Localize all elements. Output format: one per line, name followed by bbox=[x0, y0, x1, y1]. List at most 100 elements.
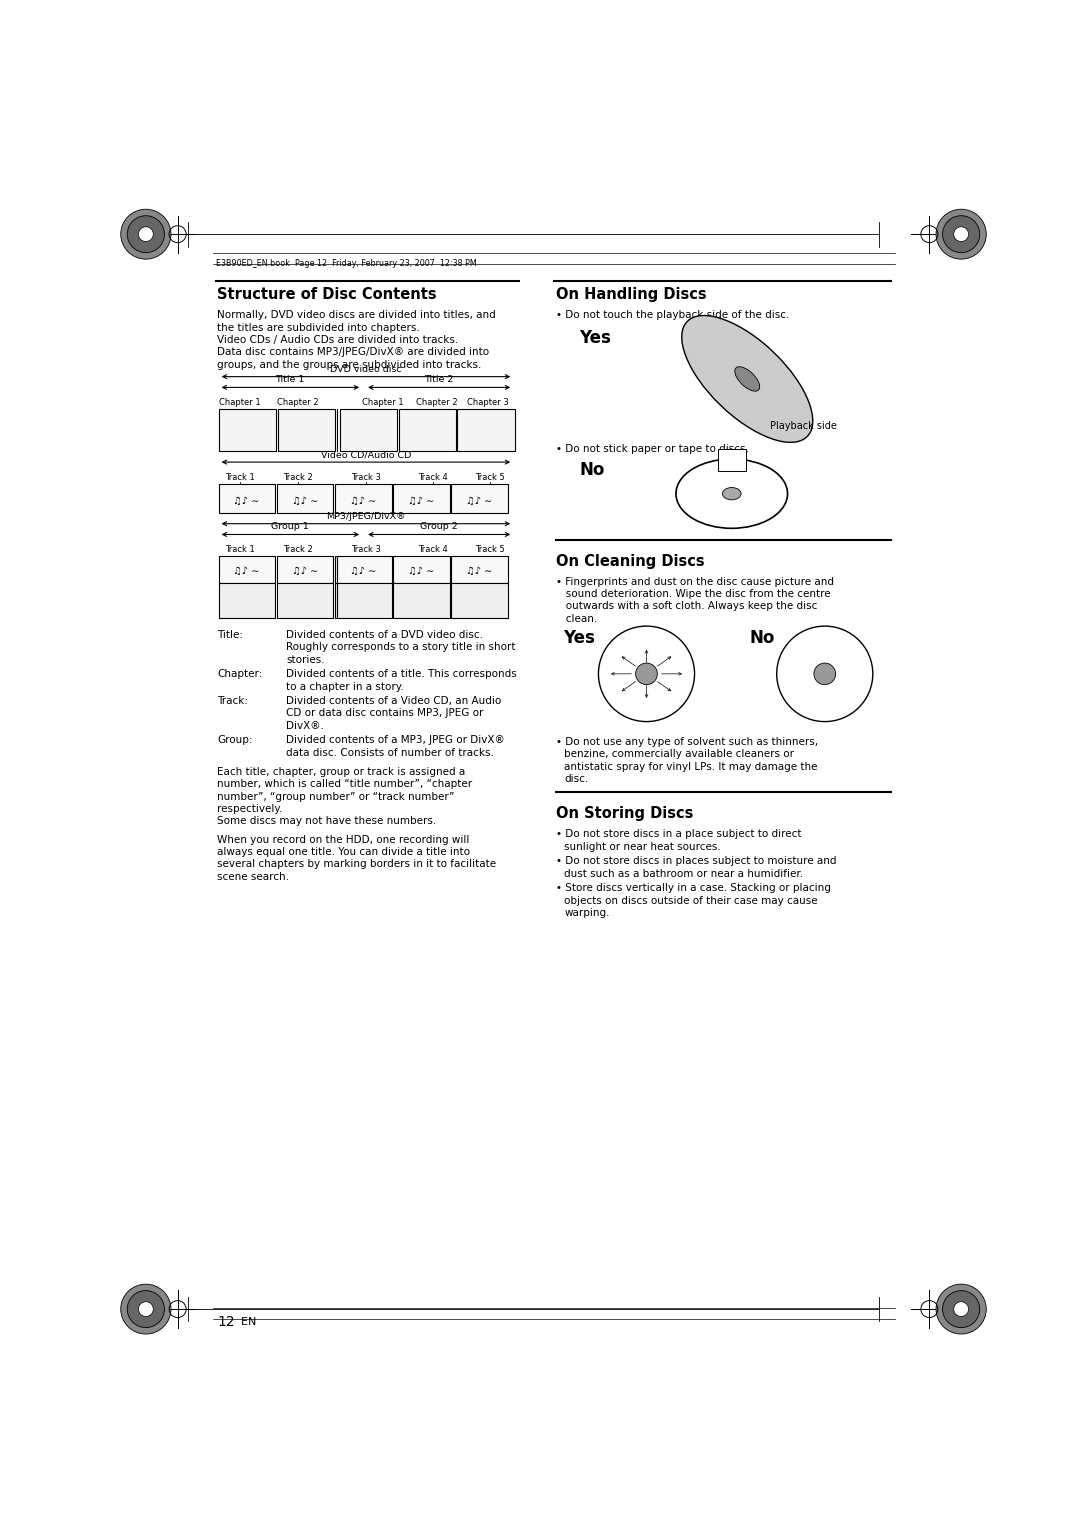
Text: antistatic spray for vinyl LPs. It may damage the: antistatic spray for vinyl LPs. It may d… bbox=[565, 761, 818, 772]
Bar bbox=[451, 484, 508, 513]
Bar bbox=[393, 584, 449, 617]
Text: CD or data disc contains MP3, JPEG or: CD or data disc contains MP3, JPEG or bbox=[286, 709, 484, 718]
Text: Title 1: Title 1 bbox=[275, 376, 305, 385]
Text: MP3/JPEG/DivX®: MP3/JPEG/DivX® bbox=[326, 512, 406, 521]
Ellipse shape bbox=[936, 209, 986, 260]
Ellipse shape bbox=[734, 367, 759, 391]
Ellipse shape bbox=[121, 209, 171, 260]
Text: Roughly corresponds to a story title in short: Roughly corresponds to a story title in … bbox=[286, 642, 515, 652]
Text: Data disc contains MP3/JPEG/DivX® are divided into: Data disc contains MP3/JPEG/DivX® are di… bbox=[217, 347, 489, 358]
Bar bbox=[218, 556, 275, 584]
Ellipse shape bbox=[723, 487, 741, 500]
Ellipse shape bbox=[777, 626, 873, 721]
Text: outwards with a soft cloth. Always keep the disc: outwards with a soft cloth. Always keep … bbox=[556, 602, 818, 611]
Text: Track 1: Track 1 bbox=[225, 545, 255, 555]
Bar bbox=[451, 584, 508, 617]
Text: sunlight or near heat sources.: sunlight or near heat sources. bbox=[565, 842, 721, 851]
Text: DVD video disc: DVD video disc bbox=[330, 365, 402, 373]
Bar bbox=[718, 449, 745, 471]
Text: Track:: Track: bbox=[217, 697, 248, 706]
Text: When you record on the HDD, one recording will: When you record on the HDD, one recordin… bbox=[217, 834, 470, 845]
Text: • Do not store discs in places subject to moisture and: • Do not store discs in places subject t… bbox=[556, 856, 836, 866]
Bar bbox=[335, 556, 392, 584]
Text: Divided contents of a MP3, JPEG or DivX®: Divided contents of a MP3, JPEG or DivX® bbox=[286, 735, 504, 746]
Text: disc.: disc. bbox=[565, 775, 589, 784]
Text: • Fingerprints and dust on the disc cause picture and: • Fingerprints and dust on the disc caus… bbox=[556, 578, 834, 587]
Text: Divided contents of a Video CD, an Audio: Divided contents of a Video CD, an Audio bbox=[286, 697, 501, 706]
Text: Track 5: Track 5 bbox=[475, 472, 504, 481]
Text: data disc. Consists of number of tracks.: data disc. Consists of number of tracks. bbox=[286, 747, 494, 758]
Text: Divided contents of a title. This corresponds: Divided contents of a title. This corres… bbox=[286, 669, 517, 680]
Text: ♫♪ ∼: ♫♪ ∼ bbox=[350, 567, 376, 576]
Text: Chapter 2: Chapter 2 bbox=[417, 399, 458, 406]
Text: No: No bbox=[750, 630, 775, 648]
Text: Track 5: Track 5 bbox=[475, 545, 504, 555]
Ellipse shape bbox=[936, 1284, 986, 1334]
Text: On Handling Discs: On Handling Discs bbox=[556, 287, 706, 303]
Text: ♫♪ ∼: ♫♪ ∼ bbox=[350, 495, 376, 506]
Text: Chapter 1: Chapter 1 bbox=[219, 399, 260, 406]
Text: stories.: stories. bbox=[286, 654, 325, 665]
Text: the titles are subdivided into chapters.: the titles are subdivided into chapters. bbox=[217, 322, 420, 333]
Text: • Do not store discs in a place subject to direct: • Do not store discs in a place subject … bbox=[556, 830, 801, 839]
Ellipse shape bbox=[138, 226, 153, 241]
Text: • Do not touch the playback side of the disc.: • Do not touch the playback side of the … bbox=[556, 310, 789, 321]
Text: ♫♪ ∼: ♫♪ ∼ bbox=[408, 567, 434, 576]
Text: Yes: Yes bbox=[579, 329, 611, 347]
Bar bbox=[278, 410, 335, 451]
Ellipse shape bbox=[598, 626, 694, 721]
Text: Track 3: Track 3 bbox=[351, 472, 381, 481]
Text: No: No bbox=[579, 461, 605, 480]
Text: dust such as a bathroom or near a humidifier.: dust such as a bathroom or near a humidi… bbox=[565, 868, 804, 879]
Text: On Storing Discs: On Storing Discs bbox=[556, 807, 693, 821]
Text: Group 1: Group 1 bbox=[271, 523, 309, 532]
Bar bbox=[451, 556, 508, 584]
Text: Divided contents of a DVD video disc.: Divided contents of a DVD video disc. bbox=[286, 630, 483, 640]
Text: number, which is called “title number”, “chapter: number, which is called “title number”, … bbox=[217, 779, 472, 790]
Ellipse shape bbox=[121, 1284, 171, 1334]
Bar bbox=[339, 410, 397, 451]
Bar bbox=[218, 410, 276, 451]
Bar bbox=[393, 484, 449, 513]
Bar bbox=[276, 584, 334, 617]
Bar bbox=[458, 410, 515, 451]
Text: Group 2: Group 2 bbox=[420, 523, 458, 532]
Text: Chapter 3: Chapter 3 bbox=[467, 399, 509, 406]
Text: objects on discs outside of their case may cause: objects on discs outside of their case m… bbox=[565, 895, 818, 906]
Text: Chapter 2: Chapter 2 bbox=[276, 399, 319, 406]
Text: to a chapter in a story.: to a chapter in a story. bbox=[286, 681, 404, 692]
Text: ♫♪ ∼: ♫♪ ∼ bbox=[233, 495, 259, 506]
Bar bbox=[276, 484, 334, 513]
Text: 12: 12 bbox=[217, 1316, 234, 1329]
Text: number”, “group number” or “track number”: number”, “group number” or “track number… bbox=[217, 792, 455, 802]
Ellipse shape bbox=[127, 215, 164, 252]
Text: • Do not use any type of solvent such as thinners,: • Do not use any type of solvent such as… bbox=[556, 736, 818, 747]
Text: ♫♪ ∼: ♫♪ ∼ bbox=[408, 495, 434, 506]
Text: E3B90ED_EN.book  Page 12  Friday, February 23, 2007  12:38 PM: E3B90ED_EN.book Page 12 Friday, February… bbox=[216, 258, 477, 267]
Text: Track 1: Track 1 bbox=[225, 472, 255, 481]
Text: Track 2: Track 2 bbox=[283, 545, 312, 555]
Text: On Cleaning Discs: On Cleaning Discs bbox=[556, 553, 704, 568]
Text: ♫♪ ∼: ♫♪ ∼ bbox=[465, 567, 492, 576]
Bar bbox=[335, 584, 392, 617]
Text: ♫♪ ∼: ♫♪ ∼ bbox=[292, 495, 318, 506]
Ellipse shape bbox=[814, 663, 836, 685]
Text: Track 2: Track 2 bbox=[283, 472, 312, 481]
Text: Title 2: Title 2 bbox=[424, 376, 454, 385]
Bar bbox=[393, 556, 449, 584]
Text: ♫♪ ∼: ♫♪ ∼ bbox=[292, 567, 318, 576]
Text: Track 4: Track 4 bbox=[419, 545, 448, 555]
Text: • Store discs vertically in a case. Stacking or placing: • Store discs vertically in a case. Stac… bbox=[556, 883, 831, 894]
Bar bbox=[218, 584, 275, 617]
Text: Video CD/Audio CD: Video CD/Audio CD bbox=[321, 451, 411, 458]
Text: Yes: Yes bbox=[564, 630, 595, 648]
Ellipse shape bbox=[943, 1291, 980, 1328]
Text: Each title, chapter, group or track is assigned a: Each title, chapter, group or track is a… bbox=[217, 767, 465, 778]
Text: Chapter:: Chapter: bbox=[217, 669, 262, 680]
Ellipse shape bbox=[681, 315, 813, 443]
Text: benzine, commercially available cleaners or: benzine, commercially available cleaners… bbox=[565, 749, 795, 759]
Ellipse shape bbox=[676, 458, 787, 529]
Bar bbox=[276, 556, 334, 584]
Text: respectively.: respectively. bbox=[217, 804, 283, 814]
Text: several chapters by marking borders in it to facilitate: several chapters by marking borders in i… bbox=[217, 859, 497, 869]
